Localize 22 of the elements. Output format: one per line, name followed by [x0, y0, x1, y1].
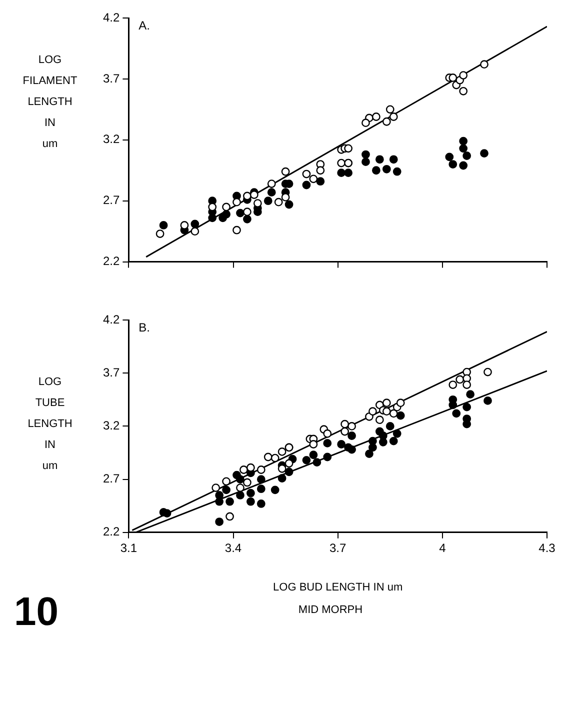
y-tick-label: 4.2	[102, 10, 120, 24]
y-axis-title: LOG FILAMENT LENGTH IN um	[22, 53, 78, 152]
x-tick-label: 4.3	[538, 540, 556, 555]
y-axis-title: LOG TUBE LENGTH IN um	[26, 375, 74, 474]
chart-title: B.	[138, 320, 150, 334]
x-axis-title: LOG BUD LENGTH IN um	[273, 581, 403, 594]
y-tick-label: 2.7	[102, 472, 120, 486]
x-tick-label: 3.4	[224, 540, 242, 555]
text: 10	[14, 590, 58, 635]
y-tick-label: 3.2	[102, 132, 120, 146]
text: MID MORPH	[297, 604, 364, 616]
y-tick-label: 3.7	[102, 365, 120, 380]
y-tick-label: 3.2	[102, 418, 120, 433]
x-tick-label: 3.1	[120, 540, 138, 555]
y-tick-label: 2.2	[102, 254, 120, 268]
y-tick-label: 2.7	[102, 193, 120, 208]
x-tick-label: 4	[439, 540, 446, 555]
y-tick-label: 4.2	[102, 312, 120, 326]
x-tick-label: 3.7	[329, 540, 347, 555]
y-tick-label: 2.2	[102, 524, 120, 539]
y-tick-label: 3.7	[102, 71, 120, 86]
chart-title: A.	[138, 18, 150, 32]
